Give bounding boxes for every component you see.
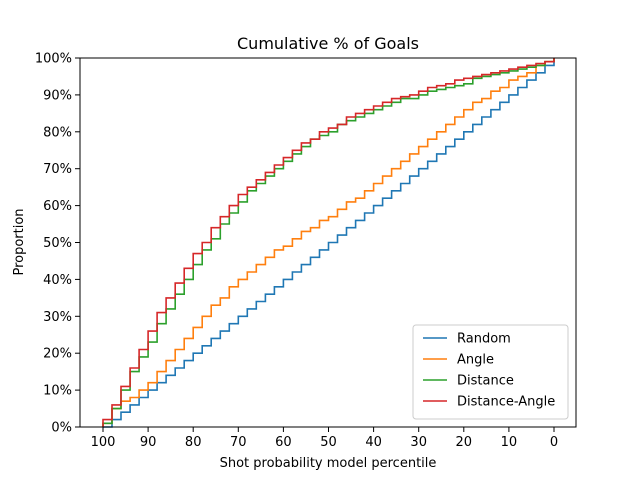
series-line-distance <box>102 58 555 427</box>
legend-label: Distance <box>457 374 514 389</box>
legend: Random Angle Distance Distance-Angle <box>412 324 569 420</box>
x-tick-label: 100 <box>91 435 116 450</box>
y-tick-label: 80% <box>43 125 72 140</box>
x-tick-label: 70 <box>230 435 247 450</box>
y-axis-label: Proportion <box>12 208 27 275</box>
series-line-angle <box>102 58 555 427</box>
x-axis: 100 90 80 70 60 50 40 30 20 10 0 <box>91 427 558 450</box>
y-tick-label: 20% <box>43 347 72 362</box>
y-tick-label: 40% <box>43 273 72 288</box>
x-tick-label: 60 <box>275 435 292 450</box>
legend-label: Distance-Angle <box>457 395 555 410</box>
x-tick-label: 50 <box>320 435 337 450</box>
x-tick-label: 80 <box>185 435 202 450</box>
y-tick-label: 100% <box>35 52 72 67</box>
legend-box <box>412 324 569 420</box>
x-tick-label: 0 <box>550 435 558 450</box>
y-axis: 0% 10% 20% 30% 40% 50% 60% 70% 80% 90% 100% <box>35 52 80 436</box>
series-line-distance-angle <box>102 58 555 427</box>
x-tick-label: 30 <box>410 435 427 450</box>
x-tick-label: 40 <box>365 435 382 450</box>
y-tick-label: 0% <box>51 421 72 436</box>
y-tick-label: 60% <box>43 199 72 214</box>
x-tick-label: 10 <box>501 435 518 450</box>
legend-label: Angle <box>457 353 494 368</box>
series-line-random <box>103 58 555 428</box>
x-tick-label: 90 <box>140 435 157 450</box>
y-tick-label: 30% <box>43 310 72 325</box>
chart-title: Cumulative % of Goals <box>237 34 419 53</box>
y-tick-label: 90% <box>43 88 72 103</box>
x-axis-label: Shot probability model percentile <box>220 456 437 471</box>
x-tick-label: 20 <box>456 435 473 450</box>
y-tick-label: 10% <box>43 384 72 399</box>
plot-area <box>102 58 555 428</box>
y-tick-label: 50% <box>43 236 72 251</box>
legend-label: Random <box>457 332 511 347</box>
y-tick-label: 70% <box>43 162 72 177</box>
